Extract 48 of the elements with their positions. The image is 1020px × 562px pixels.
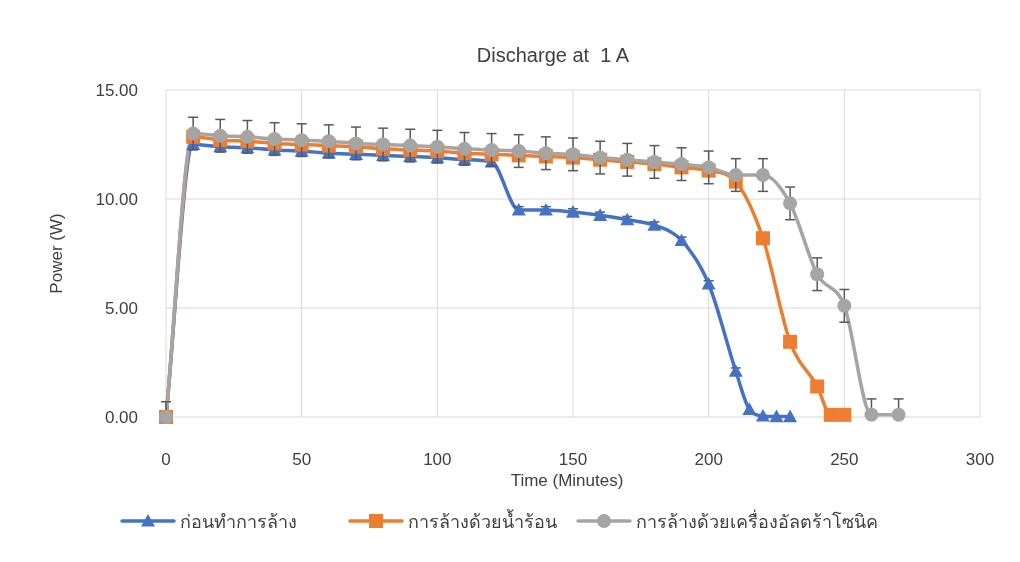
point: [267, 132, 282, 147]
legend-label: การล้างด้วยน้ำร้อน: [408, 509, 557, 532]
point: [742, 402, 757, 415]
x-tick-label: 250: [830, 450, 859, 469]
y-tick-label: 0.00: [104, 408, 138, 427]
point: [769, 409, 784, 423]
legend-label: การล้างด้วยเครื่องอัลตร้าโซนิค: [636, 509, 878, 532]
x-tick-label: 50: [292, 450, 312, 469]
point: [457, 141, 472, 156]
point: [403, 138, 418, 153]
point: [240, 129, 255, 144]
chart-title: Discharge at 1 A: [476, 44, 630, 66]
point: [810, 267, 825, 282]
point: [213, 128, 228, 143]
x-axis-title: Time (Minutes): [510, 471, 624, 490]
point: [430, 139, 445, 154]
point: [755, 408, 770, 422]
x-tick-label: 300: [965, 450, 995, 469]
point: [566, 205, 580, 218]
y-tick-label: 5.00: [104, 299, 138, 318]
y-tick-label: 15.00: [95, 81, 138, 100]
point: [674, 233, 689, 247]
point: [837, 407, 852, 422]
point: [837, 298, 852, 313]
legend-label: ก่อนทำการล้าง: [180, 512, 297, 532]
point: [783, 196, 798, 211]
point: [484, 142, 499, 157]
point: [728, 364, 743, 377]
x-tick-label: 100: [423, 450, 452, 469]
point: [823, 407, 838, 422]
point: [321, 134, 336, 149]
point: [294, 133, 309, 148]
point: [593, 208, 608, 221]
point: [511, 144, 526, 159]
point: [755, 168, 770, 183]
y-tick-label: 10.00: [95, 190, 138, 209]
point: [755, 231, 770, 246]
x-tick-label: 0: [161, 450, 171, 469]
point: [783, 409, 798, 423]
point: [891, 407, 906, 422]
x-tick-label: 150: [558, 450, 588, 469]
point: [783, 334, 798, 349]
x-tick-label: 200: [694, 450, 723, 469]
point: [864, 407, 879, 422]
y-axis-title: Power (W): [47, 213, 66, 294]
point: [728, 168, 743, 183]
point: [810, 379, 825, 394]
point: [376, 137, 391, 152]
